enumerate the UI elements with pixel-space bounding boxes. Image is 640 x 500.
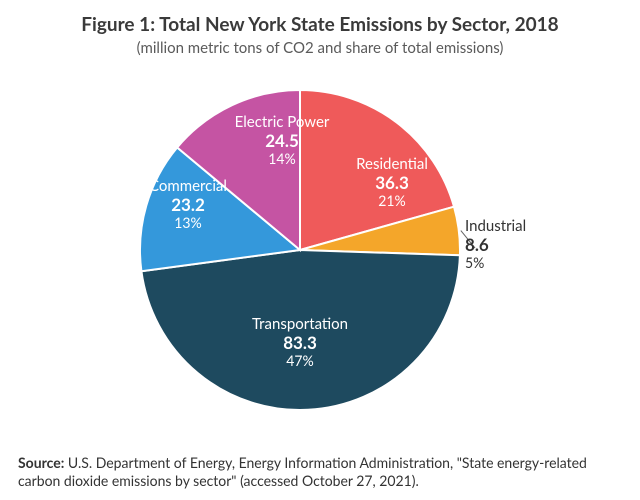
pie-svg [0, 70, 640, 430]
source-text: U.S. Department of Energy, Energy Inform… [18, 454, 587, 489]
figure-subtitle: (million metric tons of CO2 and share of… [20, 39, 620, 57]
figure-source: Source: U.S. Department of Energy, Energ… [18, 454, 622, 490]
leader-line-industrial [461, 231, 475, 248]
figure-title: Figure 1: Total New York State Emissions… [20, 14, 620, 37]
pie-chart: Residential36.321%Industrial8.65%Transpo… [0, 70, 640, 430]
figure-container: Figure 1: Total New York State Emissions… [0, 0, 640, 500]
slice-transportation [141, 250, 459, 410]
source-prefix: Source: [18, 454, 64, 471]
